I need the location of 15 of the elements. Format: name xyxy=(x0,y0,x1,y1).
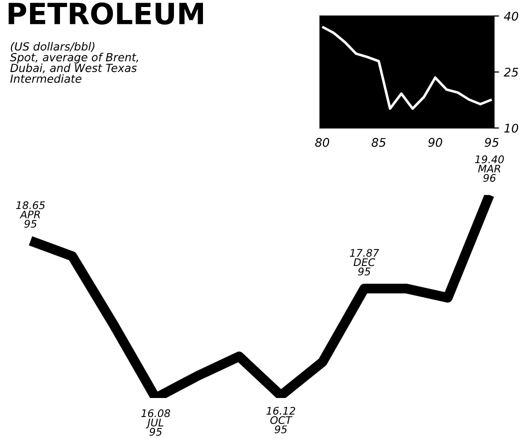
x-tick-label: 90 xyxy=(428,138,442,147)
y-tick-label: 10 xyxy=(504,124,518,133)
chart-title: PETROLEUM xyxy=(8,2,203,25)
data-label: 19.40 MAR 96 xyxy=(475,155,504,182)
x-tick-label: 85 xyxy=(372,138,386,147)
y-tick-label: 40 xyxy=(504,12,518,21)
x-tick-label: 95 xyxy=(484,138,499,147)
chart-subtitle: (US dollars/bbl) Spot, average of Brent, Dubai, and West Texas Intermediate xyxy=(10,42,138,83)
line-series xyxy=(321,26,493,110)
data-label: 17.87 DEC 95 xyxy=(350,248,380,276)
data-label: 16.08 JUL 95 xyxy=(141,409,170,436)
data-label: 16.12 OCT 95 xyxy=(266,406,296,434)
data-label: 18.65 APR 95 xyxy=(16,201,45,228)
x-tick-label: 80 xyxy=(315,138,330,147)
y-tick-label: 25 xyxy=(504,68,518,77)
